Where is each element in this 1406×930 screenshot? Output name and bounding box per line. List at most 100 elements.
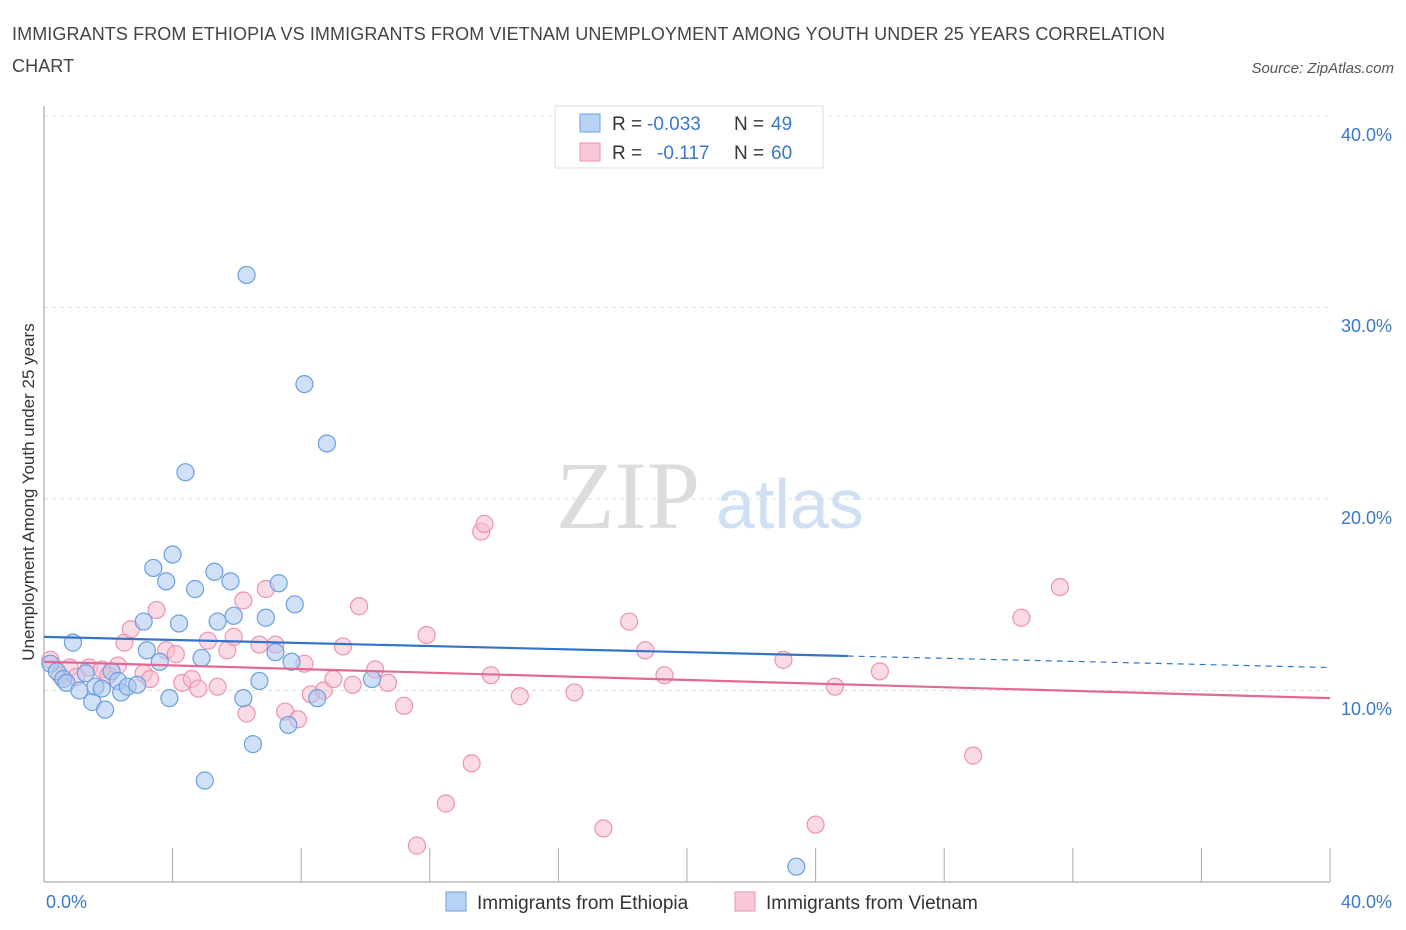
legend-r-label-ethiopia: R =: [612, 114, 642, 135]
chart-title: IMMIGRANTS FROM ETHIOPIA VS IMMIGRANTS F…: [12, 24, 1166, 76]
bottom-legend-swatch-vietnam: [734, 891, 756, 912]
ethiopia-point-24: [176, 463, 195, 482]
vietnam-point-44: [475, 514, 494, 533]
watermark-zip: ZIP: [556, 442, 700, 549]
ethiopia-point-17: [137, 641, 156, 660]
x-tick-label-min: 0.0%: [46, 892, 87, 912]
vietnam-point-17: [189, 679, 208, 698]
legend-swatch-ethiopia: [579, 113, 601, 133]
ethiopia-point-40: [285, 595, 304, 614]
trend-lines: [43, 635, 1331, 700]
x-tick-label-max: 40.0%: [1341, 892, 1392, 912]
ethiopia-point-37: [266, 643, 285, 662]
vietnam-point-12: [147, 600, 166, 620]
ethiopia-point-32: [237, 265, 256, 285]
ethiopia-point-19: [150, 652, 169, 671]
bottom-legend-swatch-ethiopia: [445, 891, 467, 912]
vietnam-point-53: [806, 815, 825, 834]
vietnam-point-24: [250, 635, 269, 654]
ethiopia-point-38: [269, 574, 288, 593]
y-axis-label: Unemployment Among Youth under 25 years: [19, 323, 38, 660]
ethiopia-point-33: [234, 689, 253, 708]
vietnam-point-32: [324, 669, 343, 689]
ethiopia-point-23: [169, 614, 189, 633]
vietnam-point-34: [343, 675, 362, 694]
vietnam-point-37: [378, 673, 398, 692]
ethiopia-point-9: [92, 679, 111, 698]
ethiopia-point-30: [221, 572, 240, 591]
vietnam-point-23: [237, 704, 256, 723]
vietnam-point-54: [825, 677, 844, 696]
x-axis-ticks: [172, 848, 1331, 882]
series-vietnam-points: [41, 514, 1070, 855]
legend-box: R = -0.033 N = 49 R = -0.117 N = 60: [554, 105, 824, 169]
ethiopia-point-44: [317, 434, 337, 453]
ethiopia-point-42: [295, 375, 314, 394]
vietnam-point-19: [208, 677, 227, 696]
ethiopia-point-22: [163, 545, 182, 564]
ethiopia-point-29: [208, 612, 227, 631]
y-tick-label-30: 30.0%: [1341, 316, 1392, 336]
vietnam-point-39: [407, 836, 427, 855]
vietnam-point-33: [333, 637, 353, 656]
ethiopia-point-6: [76, 664, 95, 683]
vietnam-point-42: [462, 754, 481, 773]
vietnam-point-21: [224, 627, 243, 646]
legend-r-label-vietnam: R =: [612, 143, 642, 164]
vietnam-point-22: [234, 591, 253, 610]
legend-n-value-ethiopia: 49: [771, 114, 792, 135]
vietnam-point-46: [510, 687, 529, 706]
vietnam-point-38: [394, 696, 414, 715]
vietnam-point-48: [594, 819, 613, 838]
vietnam-point-49: [620, 612, 639, 631]
ethiopia-point-34: [243, 735, 263, 754]
ethiopia-point-18: [144, 558, 163, 578]
vietnam-point-58: [1050, 577, 1070, 597]
legend-r-value-ethiopia: -0.033: [647, 114, 701, 135]
y-tick-labels: 40.0% 30.0% 20.0% 10.0%: [1341, 125, 1392, 719]
vietnam-point-51: [655, 666, 674, 685]
ethiopia-point-28: [205, 562, 224, 581]
vietnam-point-47: [565, 683, 584, 702]
ethiopia-point-21: [160, 689, 179, 708]
ethiopia-point-25: [186, 579, 205, 599]
legend-n-label-vietnam: N =: [734, 143, 764, 164]
watermark-atlas: atlas: [716, 465, 864, 543]
y-tick-label-10: 10.0%: [1341, 699, 1392, 719]
ethiopia-point-10: [95, 700, 115, 719]
vietnam-point-55: [870, 662, 890, 681]
ethiopia-point-35: [250, 671, 269, 691]
legend-n-label-ethiopia: N =: [734, 114, 764, 135]
vietnam-point-14: [166, 645, 185, 664]
ethiopia-point-27: [195, 771, 214, 790]
ethiopia-point-41: [282, 652, 301, 671]
vietnam-point-41: [436, 794, 455, 813]
legend-r-value-vietnam: -0.117: [657, 143, 709, 164]
series-ethiopia-points: [41, 265, 806, 876]
ethiopia-point-31: [224, 606, 243, 625]
vietnam-point-35: [349, 597, 369, 616]
legend-n-value-vietnam: 60: [771, 143, 792, 164]
ethiopia-point-26: [192, 648, 211, 668]
ethiopia-point-43: [308, 689, 327, 708]
bottom-legend-label-ethiopia: Immigrants from Ethiopia: [477, 893, 689, 914]
ethiopia-point-36: [256, 608, 275, 627]
bottom-legend-label-vietnam: Immigrants from Vietnam: [766, 893, 978, 914]
ethiopia-point-45: [362, 669, 382, 689]
ethiopia-point-39: [279, 715, 298, 735]
vietnam-point-40: [417, 625, 436, 645]
trend-line-ethiopia-extension: [847, 655, 1331, 669]
vietnam-point-56: [964, 746, 983, 765]
ethiopia-point-46: [787, 857, 806, 876]
legend-swatch-vietnam: [579, 142, 601, 162]
source-label: Source: ZipAtlas.com: [1251, 60, 1394, 77]
y-tick-label-40: 40.0%: [1341, 125, 1392, 145]
trend-line-ethiopia: [43, 635, 848, 658]
ethiopia-point-16: [134, 612, 153, 631]
ethiopia-point-20: [157, 572, 176, 591]
ethiopia-point-15: [128, 675, 147, 694]
y-tick-label-20: 20.0%: [1341, 508, 1392, 528]
trend-line-vietnam: [43, 660, 1331, 700]
bottom-legend: Immigrants from Ethiopia Immigrants from…: [445, 891, 978, 914]
